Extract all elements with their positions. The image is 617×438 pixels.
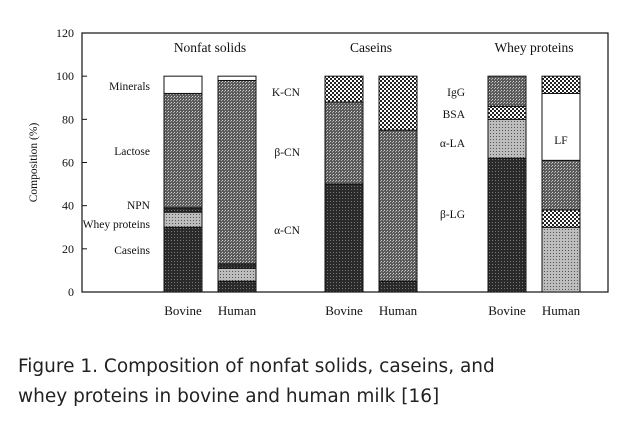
bar-segment [163,75,203,94]
bar-segment [487,118,527,159]
category-label: Bovine [325,303,363,318]
caption-line-1: Figure 1. Composition of nonfat solids, … [18,356,495,377]
segment-label: Caseins [114,245,150,257]
segment-label: Whey proteins [83,219,151,231]
bar-segment [163,92,203,209]
y-tick-label: 0 [68,285,74,299]
bar-segment [163,207,203,213]
category-label: Human [542,303,581,318]
segment-label: IgG [447,87,465,99]
group-title: Whey proteins [494,40,573,55]
bar-segment [541,159,581,211]
category-label: Human [379,303,418,318]
segment-label: β-CN [274,147,300,159]
y-tick-label: 100 [56,69,74,83]
bar-segment [487,105,527,120]
bar-segment [163,211,203,228]
segment-label: α-CN [274,225,301,237]
y-tick-label: 60 [62,156,74,170]
chart-marks [163,75,581,293]
figure-caption: Figure 1. Composition of nonfat solids, … [18,352,608,412]
y-axis-label: Composition (%) [28,123,40,203]
bar-segment [217,267,257,282]
bar-segment [324,101,364,185]
segment-label: β-LG [440,209,465,221]
y-tick-label: 40 [62,199,74,213]
bar-segment [541,92,581,161]
group-title: Nonfat solids [174,40,246,55]
bar-segment [378,75,418,131]
bar-segment [487,157,527,293]
segment-label: α-LA [440,138,466,150]
bar-segment [324,75,364,103]
bar-segment [487,75,527,107]
bar-segment [541,209,581,228]
segment-label: BSA [443,109,466,121]
category-label: Human [218,303,257,318]
segment-label: Minerals [109,81,150,93]
segment-label-inside: LF [554,135,567,147]
y-tick-label: 120 [56,26,74,40]
bar-segment [163,226,203,293]
bar-segment [217,263,257,269]
category-label: Bovine [488,303,526,318]
y-tick-label: 20 [62,242,74,256]
bar-segment [217,79,257,265]
bar-segment [378,280,418,293]
bar-segment [217,280,257,293]
composition-chart: 0 20 40 60 80 100 120 Composition (%) Nonfat sol… [28,26,609,318]
chart-labels: 0 20 40 60 80 100 120 Composition (%) Nonfat sol… [28,26,581,318]
segment-label: Lactose [114,146,150,158]
group-title: Caseins [350,40,392,55]
bar-segment [541,75,581,94]
bar-segment [541,226,581,293]
bar-segment [378,129,418,282]
category-label: Bovine [164,303,202,318]
segment-label: Κ-CN [272,87,301,99]
bar-segment [324,183,364,293]
caption-line-2: whey proteins in bovine and human milk [… [18,386,440,407]
segment-label: NPN [127,200,151,212]
bar-segment [217,75,257,81]
y-tick-label: 80 [62,112,74,126]
